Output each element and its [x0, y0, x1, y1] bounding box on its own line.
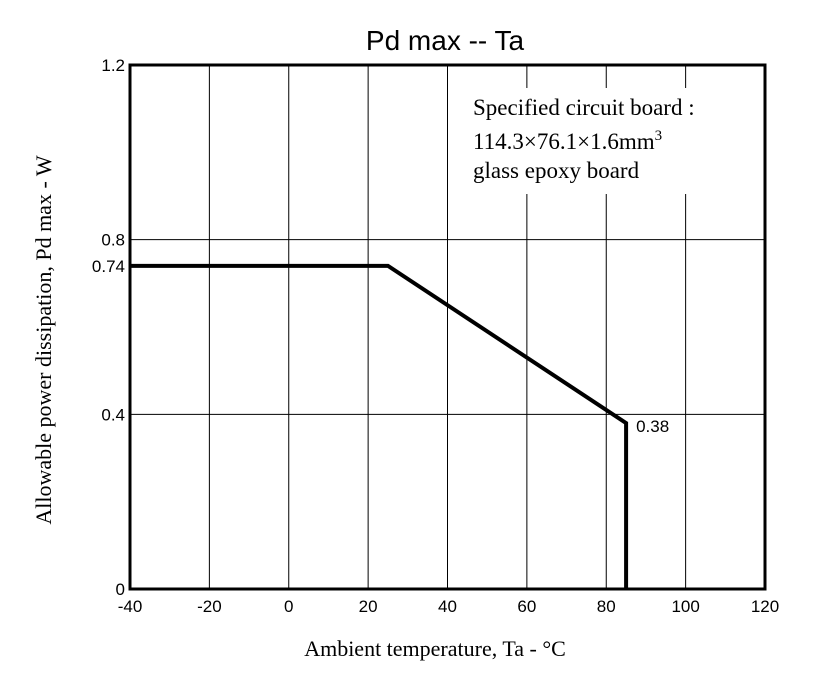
annotation-line-1: Specified circuit board : [473, 95, 695, 120]
x-tick-label: -20 [197, 597, 222, 616]
x-tick-label: -40 [118, 597, 143, 616]
x-tick-label: 40 [438, 597, 457, 616]
pd-derating-line [130, 263, 629, 589]
x-tick-label: 120 [751, 597, 779, 616]
annotation-line-2: 114.3×76.1×1.6mm3 [473, 128, 662, 154]
x-tick-labels: -40 -20 0 20 40 60 80 100 120 [118, 597, 779, 616]
x-tick-label: 0 [284, 597, 293, 616]
annotation-superscript: 3 [655, 128, 663, 144]
y-tick-label: 0.4 [101, 405, 125, 424]
x-tick-label: 20 [359, 597, 378, 616]
x-tick-label: 80 [597, 597, 616, 616]
x-tick-label: 100 [671, 597, 699, 616]
x-tick-label: 60 [517, 597, 536, 616]
series-layer [130, 263, 629, 589]
y-tick-label: 0 [116, 580, 125, 599]
y-tick-label-0-74: 0.74 [92, 257, 125, 276]
plot-frame [128, 63, 767, 591]
y-axis-label: Allowable power dissipation, Pd max - W [31, 155, 56, 524]
y-tick-labels: 0 0.4 0.8 1.2 0.74 [92, 56, 125, 599]
chart-title: Pd max -- Ta [366, 25, 525, 56]
annotation-line-3: glass epoxy board [473, 158, 640, 183]
x-axis-label: Ambient temperature, Ta - °C [304, 636, 566, 661]
point-label-0-38: 0.38 [636, 417, 669, 436]
annotation-line-2-text: 114.3×76.1×1.6mm [473, 129, 655, 154]
y-tick-label: 0.8 [101, 231, 125, 250]
annotation-box [462, 88, 752, 194]
y-tick-label: 1.2 [101, 56, 125, 75]
